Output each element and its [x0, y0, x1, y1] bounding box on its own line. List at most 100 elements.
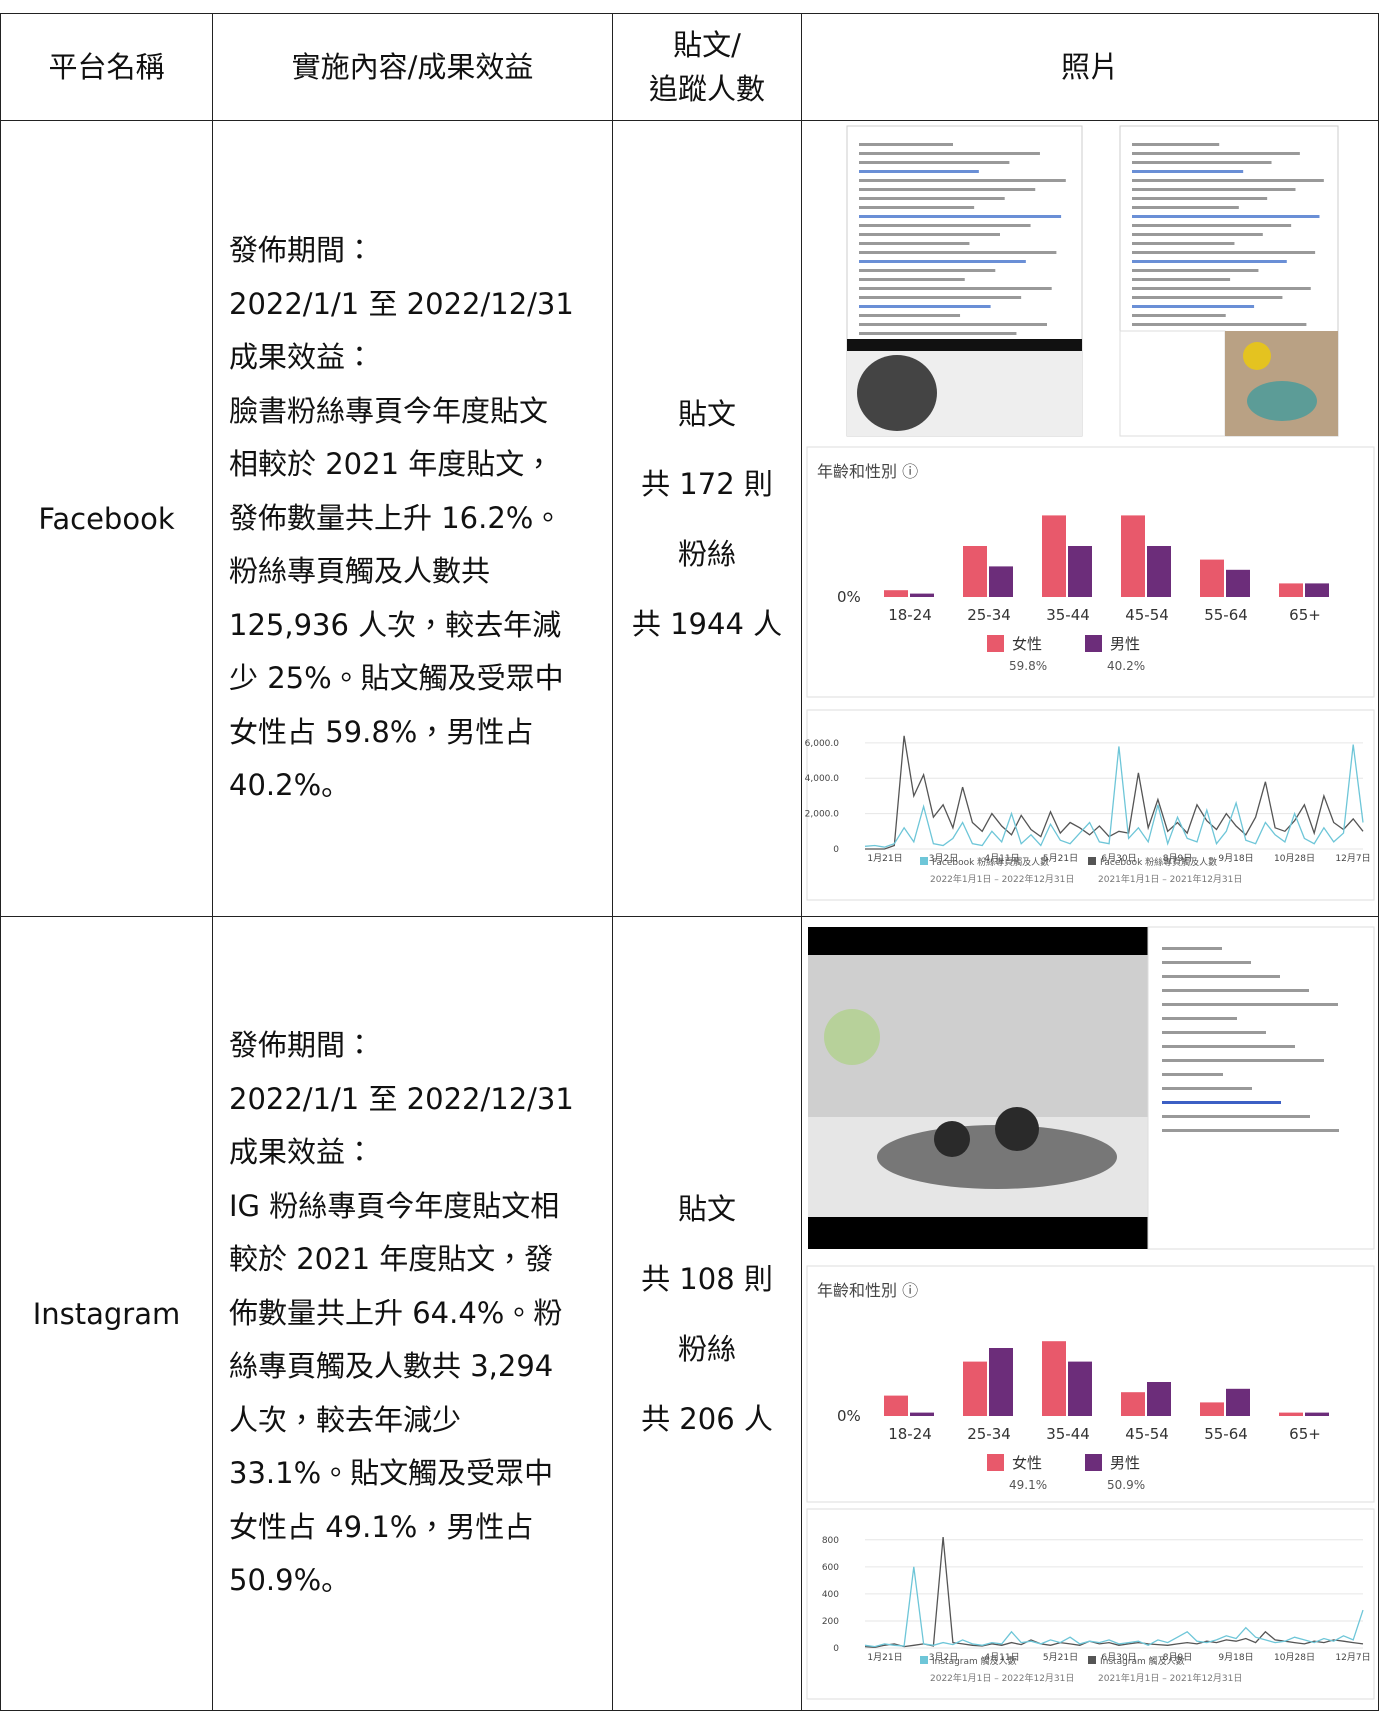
post-text-line	[859, 314, 960, 317]
zero-label: 0%	[837, 1407, 861, 1425]
post-image	[824, 1009, 880, 1065]
content-line: 相較於 2021 年度貼文，	[229, 438, 612, 492]
post-text-line	[1162, 961, 1251, 964]
post-text-line	[1132, 242, 1234, 245]
post-text-line	[859, 224, 1031, 227]
x-tick-label: 65+	[1289, 1425, 1321, 1443]
post-image	[1120, 331, 1225, 436]
post-text-line	[859, 251, 1056, 254]
post-text-line	[1162, 989, 1309, 992]
chart-frame	[807, 1509, 1374, 1699]
page: 平台名稱 實施內容/成果效益 貼文/追蹤人數 照片 Facebook發佈期間：2…	[0, 0, 1380, 1708]
legend-swatch	[1088, 1656, 1096, 1664]
legend-period: 2021年1月1日 – 2021年12月31日	[1098, 873, 1242, 885]
legend-swatch	[920, 857, 928, 865]
x-tick-label: 10月28日	[1274, 853, 1315, 864]
bar	[884, 1396, 908, 1416]
post-text-line	[1162, 1087, 1252, 1090]
stats-line: 貼文	[613, 1174, 801, 1244]
header-line: 貼文/	[613, 23, 801, 67]
x-tick-label: 18-24	[888, 606, 932, 624]
x-tick-label: 1月21日	[867, 1652, 902, 1663]
legend-label: 男性	[1110, 1454, 1140, 1472]
x-tick-label: 10月28日	[1274, 1652, 1315, 1663]
bar	[1305, 583, 1329, 597]
post-text-line	[859, 152, 1040, 155]
post-text-line	[1132, 224, 1291, 227]
chart-frame	[807, 710, 1374, 900]
post-text-line	[859, 260, 1026, 263]
bar	[963, 1362, 987, 1416]
content-line: 40.2%。	[229, 759, 612, 813]
x-tick-label: 12月7日	[1335, 1652, 1370, 1663]
bar	[1226, 570, 1250, 597]
content-line: 2022/1/1 至 2022/12/31	[229, 278, 612, 332]
post-text-line	[1132, 323, 1306, 326]
content-cell: 發佈期間：2022/1/1 至 2022/12/31成果效益：IG 粉絲專頁今年…	[213, 917, 613, 1711]
post-text-line	[1132, 305, 1254, 308]
stats-cell: 貼文共 108 則粉絲共 206 人	[613, 917, 802, 1711]
post-text-line	[1132, 296, 1282, 299]
x-tick-label: 45-54	[1125, 606, 1169, 624]
x-tick-label: 45-54	[1125, 1425, 1169, 1443]
x-tick-label: 25-34	[967, 606, 1011, 624]
bar	[1121, 1392, 1145, 1416]
post-text-line	[859, 215, 1061, 218]
x-tick-label: 9月18日	[1218, 853, 1253, 864]
x-tick-label: 9月18日	[1218, 1652, 1253, 1663]
chart-title: 年齡和性別 ⓘ	[817, 1281, 918, 1300]
post-text-line	[1132, 233, 1263, 236]
legend-swatch	[1088, 857, 1096, 865]
post-text-line	[1132, 314, 1226, 317]
y-tick-label: 4,000.0	[805, 774, 840, 784]
legend-label: 女性	[1012, 1454, 1042, 1472]
x-tick-label: 1月21日	[867, 853, 902, 864]
platform-cell: Facebook	[1, 121, 213, 917]
legend-period: 2022年1月1日 – 2022年12月31日	[930, 1672, 1074, 1684]
y-tick-label: 800	[822, 1536, 839, 1546]
post-text-line	[859, 170, 979, 173]
bar	[1279, 1413, 1303, 1416]
post-text-line	[859, 188, 1035, 191]
post-text-line	[859, 305, 991, 308]
content-line: IG 粉絲專頁今年度貼文相	[229, 1180, 612, 1234]
content-line: 50.9%。	[229, 1554, 612, 1608]
post-text-line	[1162, 1003, 1338, 1006]
legend-label: 男性	[1110, 635, 1140, 653]
post-text-line	[1132, 179, 1324, 182]
post-text-line	[1132, 143, 1219, 146]
post-text-line	[1132, 152, 1300, 155]
bar	[989, 566, 1013, 597]
legend-share: 59.8%	[1009, 659, 1047, 673]
bar	[1226, 1389, 1250, 1416]
post-text-line	[1162, 1031, 1266, 1034]
bar	[884, 590, 908, 597]
y-tick-label: 200	[822, 1617, 839, 1627]
legend-label: Instagram 觸及人數	[932, 1655, 1017, 1667]
stats-line: 共 172 則	[613, 449, 801, 519]
y-tick-label: 0	[833, 1644, 839, 1654]
post-text-line	[1162, 947, 1222, 950]
legend-label: Instagram 觸及人數	[1100, 1655, 1185, 1667]
post-text-line	[1132, 260, 1287, 263]
stats-line: 共 1944 人	[613, 589, 801, 659]
y-tick-label: 0	[833, 845, 839, 855]
content-line: 少 25%。貼文觸及受眾中	[229, 652, 612, 706]
post-text-line	[1132, 251, 1315, 254]
bar	[1305, 1413, 1329, 1416]
x-tick-label: 35-44	[1046, 1425, 1090, 1443]
bar	[1147, 546, 1171, 597]
legend-swatch	[1085, 635, 1102, 652]
bar	[1200, 1402, 1224, 1416]
post-text-line	[859, 143, 953, 146]
post-text-line	[859, 242, 969, 245]
stats-line: 共 108 則	[613, 1244, 801, 1314]
header-line: 追蹤人數	[613, 67, 801, 111]
